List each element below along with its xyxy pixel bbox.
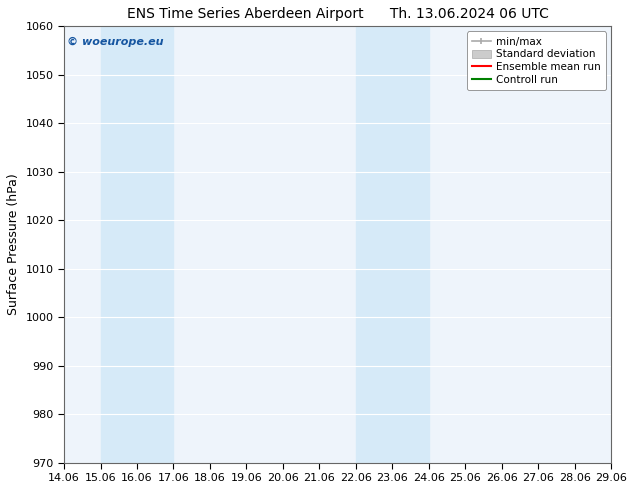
Bar xyxy=(101,26,174,463)
Bar xyxy=(356,26,429,463)
Title: ENS Time Series Aberdeen Airport      Th. 13.06.2024 06 UTC: ENS Time Series Aberdeen Airport Th. 13.… xyxy=(127,7,548,21)
Y-axis label: Surface Pressure (hPa): Surface Pressure (hPa) xyxy=(7,173,20,316)
Legend: min/max, Standard deviation, Ensemble mean run, Controll run: min/max, Standard deviation, Ensemble me… xyxy=(467,31,606,90)
Text: © woeurope.eu: © woeurope.eu xyxy=(67,37,164,47)
